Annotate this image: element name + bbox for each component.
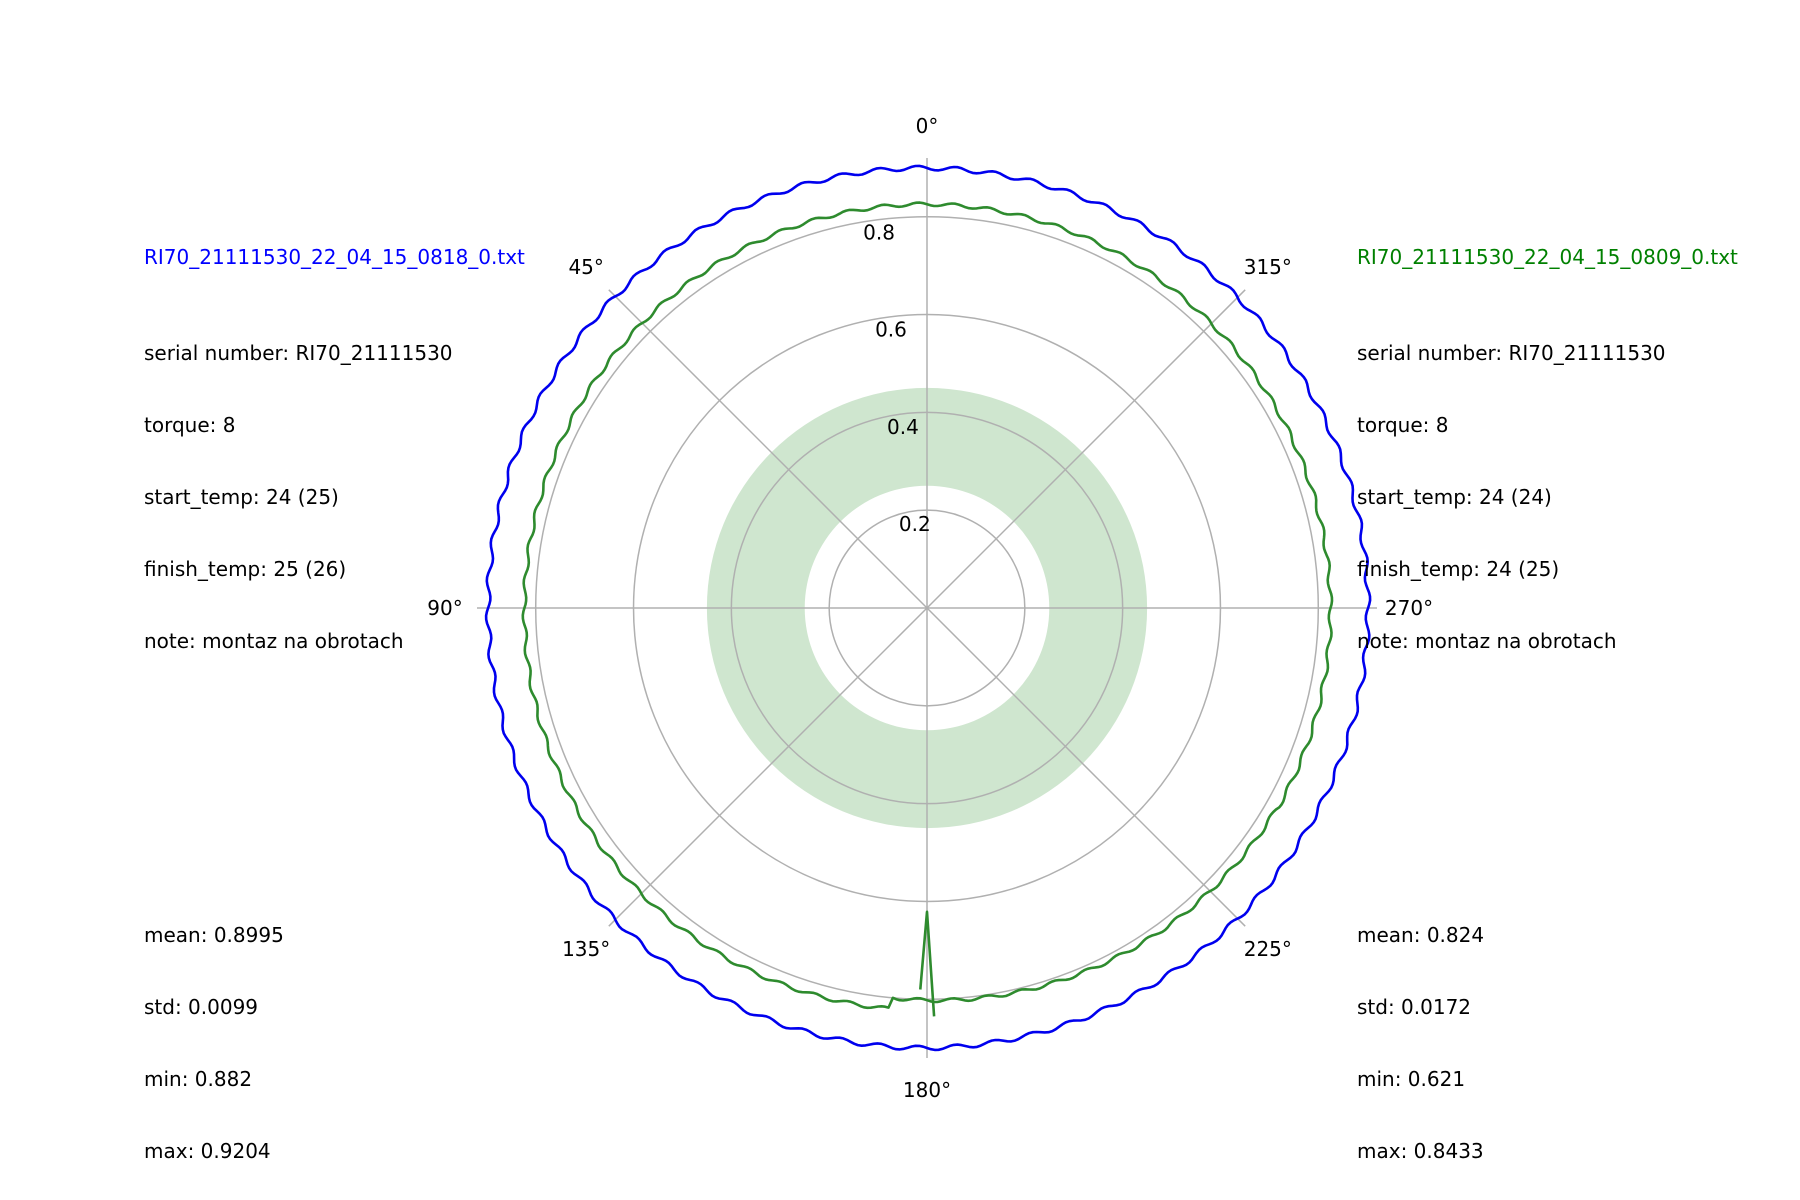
right-serial: serial number: RI70_21111530 [1357,341,1666,365]
theta-tick-label-270: 270° [1385,596,1433,620]
right-file-title: RI70_21111530_22_04_15_0809_0.txt [1357,245,1738,269]
grid-spoke-45 [608,289,928,609]
grid-layer [477,158,1377,1058]
right-torque: torque: 8 [1357,413,1449,437]
theta-tick-label-135: 135° [562,937,610,961]
left-min: min: 0.882 [144,1067,253,1091]
series-line-1 [484,164,1372,1052]
theta-tick-label-180: 180° [903,1078,951,1102]
label-layer: 0.2 0.4 0.6 0.8 0° 45° 90° 135° 180° 225° 270° 315° [427,114,1433,1102]
grid-spoke-225 [926,607,1246,927]
r-tick-label-0.4: 0.4 [887,415,919,439]
left-max: max: 0.9204 [144,1139,271,1163]
right-start-temp: start_temp: 24 (24) [1357,485,1552,509]
theta-tick-label-225: 225° [1244,937,1292,961]
left-serial: serial number: RI70_21111530 [144,341,453,365]
series-spike-2 [919,910,936,1017]
right-finish-temp: finish_temp: 24 (25) [1357,557,1560,581]
left-note: note: montaz na obrotach [144,629,404,653]
theta-tick-label-315: 315° [1244,255,1292,279]
right-std: std: 0.0172 [1357,995,1472,1019]
left-std: std: 0.0099 [144,995,259,1019]
left-stats: mean: 0.8995 std: 0.0099 min: 0.882 max:… [144,875,284,1187]
r-tick-label-0.8: 0.8 [863,221,895,245]
right-file-info: RI70_21111530_22_04_15_0809_0.txt serial… [1357,197,1738,677]
right-mean: mean: 0.824 [1357,923,1485,947]
right-min: min: 0.621 [1357,1067,1466,1091]
theta-tick-label-0: 0° [916,114,939,138]
left-mean: mean: 0.8995 [144,923,284,947]
theta-tick-label-90: 90° [427,596,462,620]
left-start-temp: start_temp: 24 (25) [144,485,339,509]
series-layer [484,164,1372,1052]
right-stats: mean: 0.824 std: 0.0172 min: 0.621 max: … [1357,875,1484,1187]
theta-tick-label-45: 45° [568,255,603,279]
left-file-info: RI70_21111530_22_04_15_0818_0.txt serial… [144,197,525,677]
r-tick-label-0.6: 0.6 [875,318,907,342]
series-line-2 [521,201,1334,1010]
right-max: max: 0.8433 [1357,1139,1484,1163]
grid-spoke-135 [608,607,928,927]
left-finish-temp: finish_temp: 25 (26) [144,557,347,581]
right-note: note: montaz na obrotach [1357,629,1617,653]
left-torque: torque: 8 [144,413,236,437]
r-tick-label-0.2: 0.2 [899,512,931,536]
left-file-title: RI70_21111530_22_04_15_0818_0.txt [144,245,525,269]
grid-spoke-315 [926,289,1246,609]
